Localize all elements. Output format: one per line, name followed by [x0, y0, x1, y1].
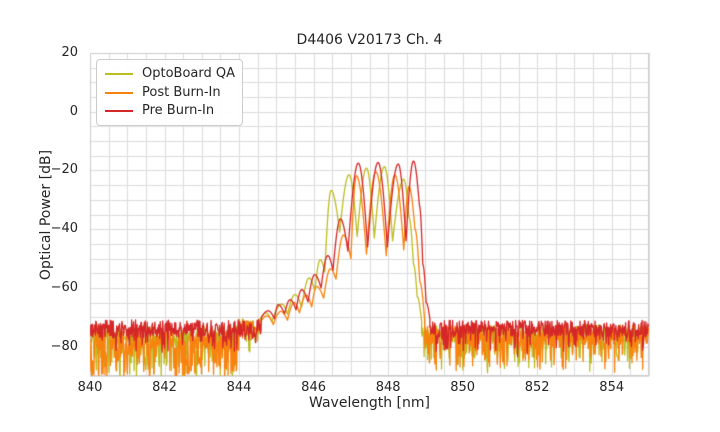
legend-item-optoboard-qa: OptoBoard QA [105, 66, 236, 82]
legend-line-swatch-optoboard-qa [105, 72, 133, 75]
x-axis-label: Wavelength [nm] [309, 395, 430, 411]
x-tick-label: 848 [375, 380, 401, 395]
legend-line-swatch-pre-burn-in [105, 110, 133, 113]
legend-label-pre-burn-in: Pre Burn-In [142, 103, 215, 119]
y-tick-label: −60 [50, 279, 78, 295]
x-tick-label: 842 [152, 380, 177, 395]
x-tick-label: 840 [77, 380, 103, 395]
legend-label-post-burn-in: Post Burn-In [142, 84, 221, 100]
chart-title: D4406 V20173 Ch. 4 [296, 32, 443, 48]
legend-line-swatch-post-burn-in [105, 91, 133, 94]
x-tick-label: 852 [524, 380, 550, 395]
legend-label-optoboard-qa: OptoBoard QA [142, 65, 235, 81]
x-tick-label: 844 [226, 380, 252, 395]
legend-item-pre-burn-in: Pre Burn-In [105, 103, 236, 119]
x-tick-label: 854 [599, 380, 625, 395]
y-tick-label: 0 [69, 103, 78, 119]
y-tick-label: −20 [50, 162, 78, 178]
legend: OptoBoard QA Post Burn-In Pre Burn-In [96, 59, 243, 126]
legend-item-post-burn-in: Post Burn-In [105, 85, 236, 101]
x-tick-label: 846 [301, 380, 326, 395]
x-tick-label: 850 [450, 380, 476, 395]
y-tick-label: −40 [50, 221, 78, 237]
y-tick-label: 20 [61, 45, 78, 60]
y-tick-label: −80 [50, 338, 78, 354]
